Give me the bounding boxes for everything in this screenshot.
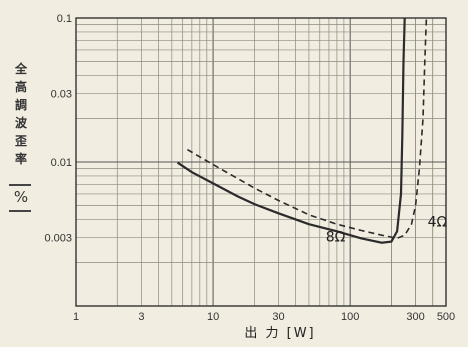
y-tick-label: 0.03 [51, 88, 72, 100]
y-axis-label-char: 調 [14, 98, 27, 112]
x-tick-label: 30 [272, 311, 284, 323]
plot-frame [75, 17, 447, 307]
series-label-8ohm: 8Ω [326, 229, 346, 245]
unit-bracket-bottom [9, 210, 31, 212]
y-tick-label: 0.003 [44, 232, 72, 244]
x-tick-label: 100 [341, 311, 359, 323]
x-tick-label: 10 [207, 311, 219, 323]
y-axis-unit: % [13, 188, 29, 206]
y-axis-label-char: 波 [14, 116, 27, 130]
x-tick-label: 300 [406, 311, 424, 323]
series-labels: 8Ω 4Ω [326, 215, 448, 246]
x-tick-label: 500 [437, 311, 455, 323]
grid [75, 17, 447, 307]
y-tick-labels: 0.003 0.01 0.03 0.1 [44, 13, 72, 244]
x-axis-label: 出 力 [W] [244, 326, 316, 341]
x-tick-label: 1 [73, 311, 79, 323]
y-axis-label-char: 高 [14, 80, 27, 94]
unit-bracket-top [9, 184, 31, 186]
series-label-4ohm: 4Ω [428, 215, 448, 231]
x-tick-labels: 1 3 10 30 100 300 500 [73, 311, 455, 323]
y-axis-label-char: 全 [14, 62, 27, 76]
series-line-8ohm [176, 17, 406, 244]
series-lines [176, 17, 428, 244]
y-axis-label-char: 率 [14, 152, 27, 166]
series-line-4ohm [186, 17, 428, 240]
y-tick-label: 0.01 [51, 157, 72, 169]
x-tick-label: 3 [138, 311, 144, 323]
y-tick-label: 0.1 [57, 13, 72, 25]
y-axis-label-char: 歪 [14, 134, 27, 148]
plot-border [75, 17, 447, 307]
